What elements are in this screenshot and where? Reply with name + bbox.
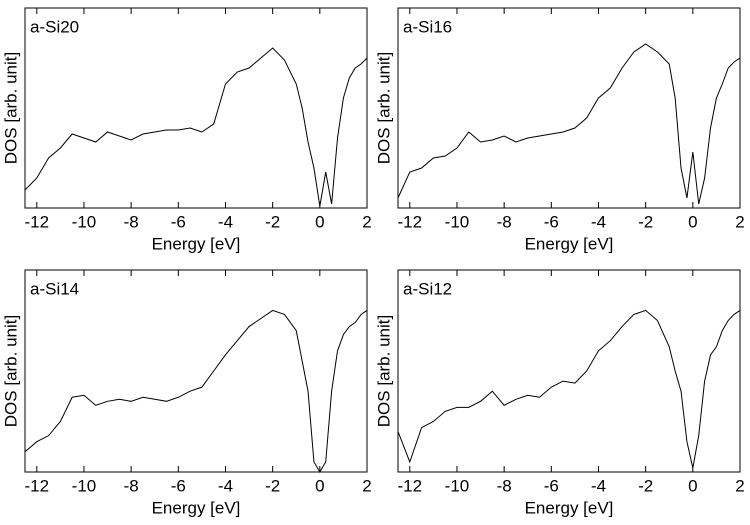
x-tick-label: -10 [445, 476, 470, 495]
x-tick-label: 2 [362, 476, 371, 495]
dos-curve [24, 309, 368, 473]
panel-title: a-Si16 [403, 17, 452, 36]
x-tick-label: 2 [362, 212, 371, 231]
x-tick-label: -6 [171, 476, 186, 495]
panel-title: a-Si14 [30, 279, 79, 298]
x-tick-label: -10 [445, 212, 470, 231]
x-tick-label: -2 [265, 212, 280, 231]
x-tick-label: -6 [544, 476, 559, 495]
x-tick-label: -2 [265, 476, 280, 495]
x-axis-label: Energy [eV] [525, 498, 614, 517]
x-tick-label: -12 [25, 476, 50, 495]
plot-frame [397, 269, 741, 473]
x-tick-label: -8 [124, 476, 139, 495]
x-tick-label: -8 [124, 212, 139, 231]
x-tick-label: -12 [398, 476, 423, 495]
dos-curve [397, 43, 741, 205]
x-tick-label: 0 [315, 212, 324, 231]
x-axis-label: Energy [eV] [152, 498, 241, 517]
x-tick-label: -6 [544, 212, 559, 231]
x-tick-label: 2 [735, 476, 744, 495]
x-tick-label: 2 [735, 212, 744, 231]
x-tick-label: -12 [398, 212, 423, 231]
x-tick-label: -10 [72, 212, 97, 231]
y-axis-label: DOS [arb. unit] [1, 52, 20, 164]
x-tick-label: -8 [497, 212, 512, 231]
x-tick-label: -8 [497, 476, 512, 495]
panel-title: a-Si12 [403, 279, 452, 298]
x-tick-label: 0 [688, 212, 697, 231]
plot-frame [24, 269, 368, 473]
x-tick-label: -10 [72, 476, 97, 495]
x-tick-label: -4 [218, 476, 233, 495]
x-tick-label: -6 [171, 212, 186, 231]
x-tick-label: 0 [688, 476, 697, 495]
x-axis-label: Energy [eV] [525, 234, 614, 253]
x-tick-label: -4 [591, 212, 606, 231]
dos-curve [397, 309, 741, 469]
x-tick-label: -4 [591, 476, 606, 495]
x-tick-label: -2 [638, 476, 653, 495]
plot-frame [24, 7, 368, 209]
x-axis-label: Energy [eV] [152, 234, 241, 253]
x-tick-label: -2 [638, 212, 653, 231]
dos-curve [24, 47, 368, 207]
plot-frame [397, 7, 741, 209]
panel-title: a-Si20 [30, 17, 79, 36]
y-axis-label: DOS [arb. unit] [374, 315, 393, 427]
x-tick-label: -4 [218, 212, 233, 231]
y-axis-label: DOS [arb. unit] [374, 52, 393, 164]
x-tick-label: 0 [315, 476, 324, 495]
y-axis-label: DOS [arb. unit] [1, 315, 20, 427]
x-tick-label: -12 [25, 212, 50, 231]
